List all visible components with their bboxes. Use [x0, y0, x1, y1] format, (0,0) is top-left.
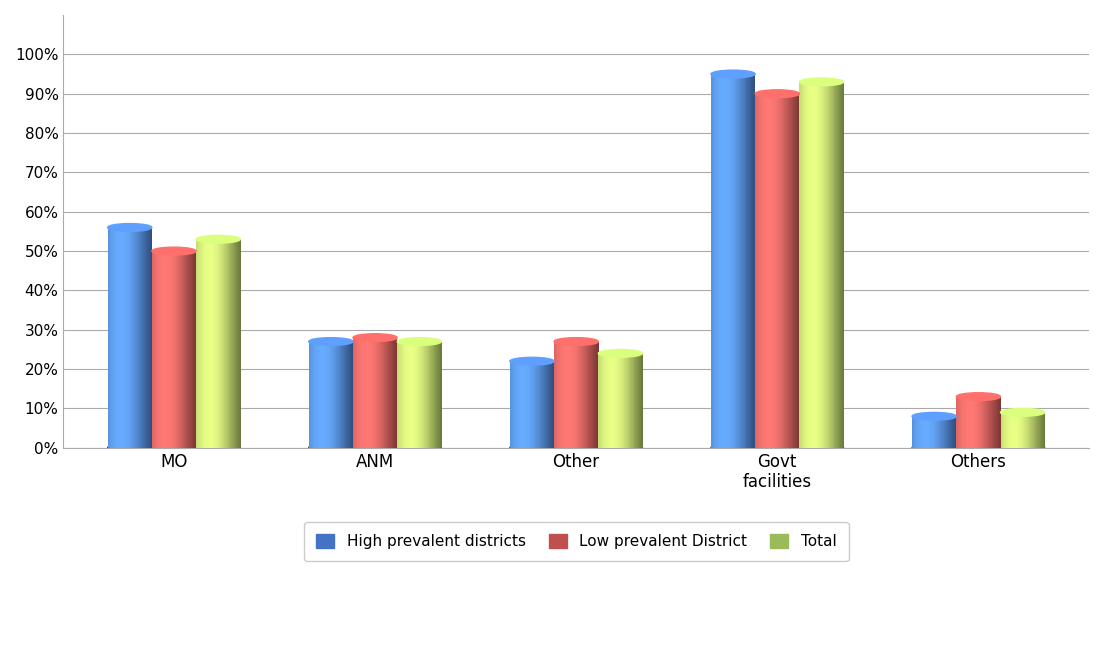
Ellipse shape: [912, 412, 956, 420]
Ellipse shape: [353, 334, 397, 342]
Ellipse shape: [353, 444, 397, 452]
Ellipse shape: [510, 444, 554, 452]
Legend: High prevalent districts, Low prevalent District, Total: High prevalent districts, Low prevalent …: [304, 522, 849, 561]
Ellipse shape: [711, 70, 755, 78]
Ellipse shape: [554, 338, 598, 345]
Ellipse shape: [309, 444, 353, 452]
Ellipse shape: [397, 444, 442, 452]
Ellipse shape: [598, 349, 643, 357]
Ellipse shape: [755, 444, 799, 452]
Ellipse shape: [197, 235, 241, 243]
Ellipse shape: [1000, 444, 1044, 452]
Ellipse shape: [309, 338, 353, 345]
Ellipse shape: [956, 444, 1000, 452]
Ellipse shape: [152, 247, 197, 255]
Ellipse shape: [397, 338, 442, 345]
Ellipse shape: [107, 223, 152, 231]
Ellipse shape: [799, 78, 843, 86]
Ellipse shape: [598, 444, 643, 452]
Ellipse shape: [554, 444, 598, 452]
Ellipse shape: [956, 393, 1000, 400]
Ellipse shape: [197, 444, 241, 452]
Ellipse shape: [1000, 408, 1044, 416]
Ellipse shape: [107, 444, 152, 452]
Ellipse shape: [799, 444, 843, 452]
Ellipse shape: [711, 444, 755, 452]
Ellipse shape: [755, 90, 799, 98]
Ellipse shape: [510, 357, 554, 365]
Ellipse shape: [152, 444, 197, 452]
Ellipse shape: [912, 444, 956, 452]
